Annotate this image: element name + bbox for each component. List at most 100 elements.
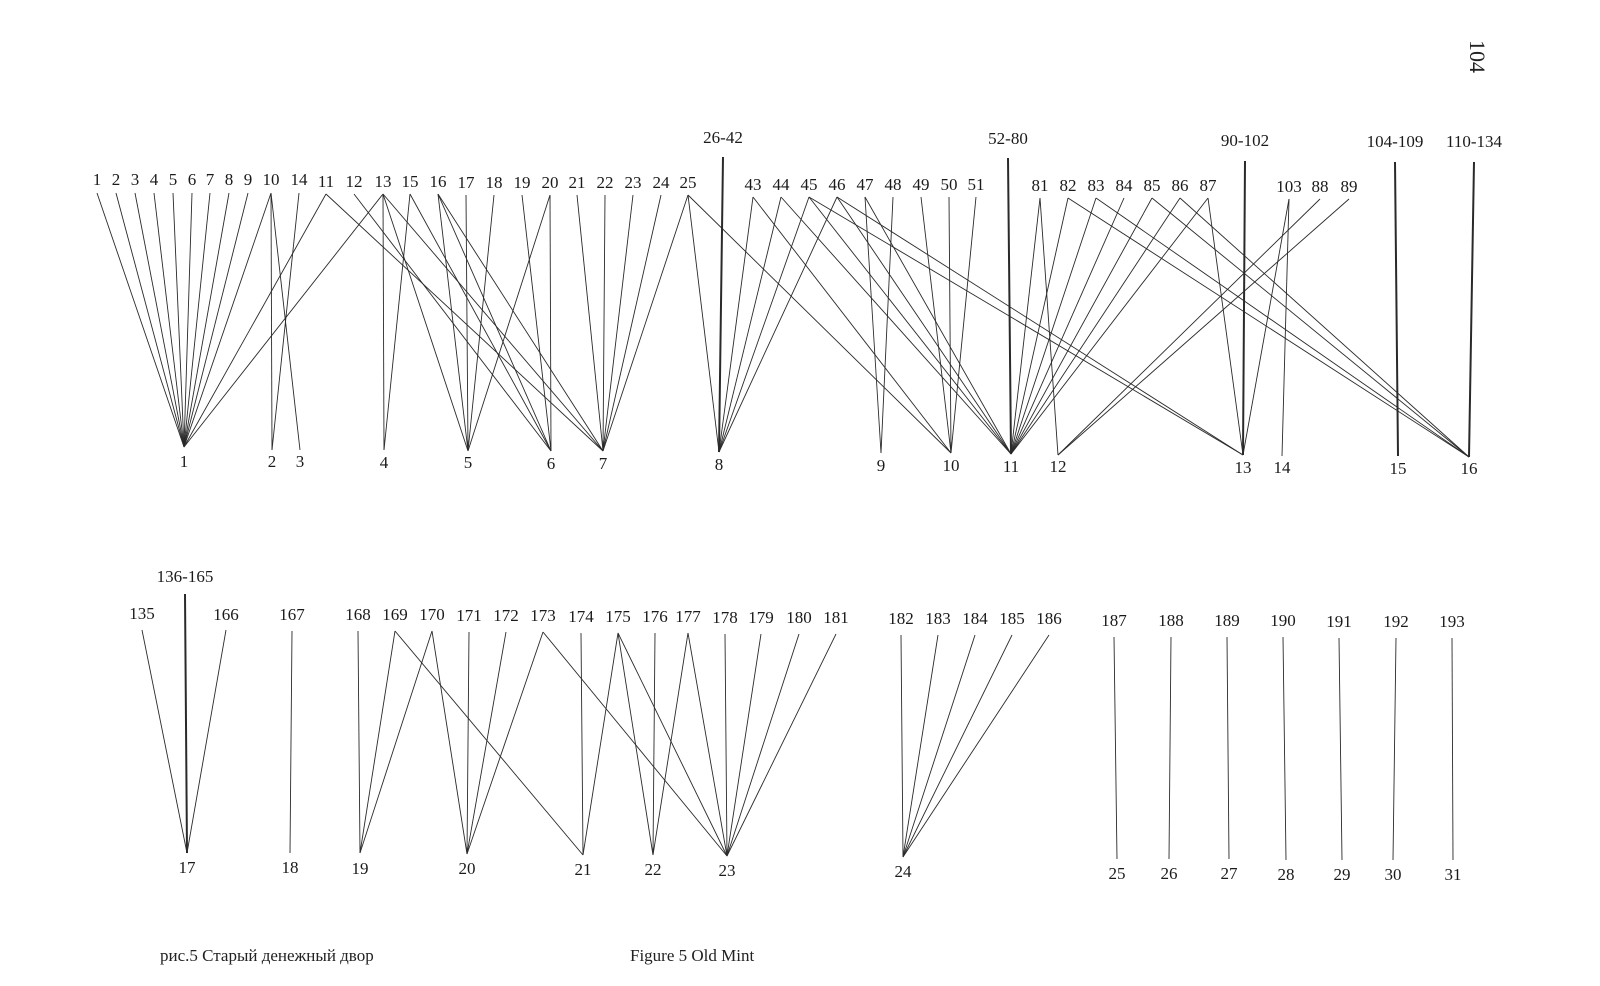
- page-number: 104: [1465, 40, 1490, 73]
- link-line: [687, 194, 720, 453]
- link-line: [1057, 198, 1350, 456]
- die-label: 21: [569, 173, 586, 192]
- link-line: [1067, 197, 1470, 458]
- link-line: [1151, 197, 1470, 458]
- die-label: 6: [188, 170, 197, 189]
- link-line: [134, 192, 185, 448]
- die-label: 18: [486, 173, 503, 192]
- link-line: [1179, 197, 1470, 458]
- die-label: 20: [542, 173, 559, 192]
- link-line: [172, 192, 185, 448]
- link-line: [1010, 197, 1209, 455]
- coin-label: 7: [599, 454, 608, 473]
- link-line: [466, 631, 544, 855]
- die-label: 5: [169, 170, 178, 189]
- die-label: 1: [93, 170, 102, 189]
- link-line: [383, 193, 411, 451]
- link-line: [652, 632, 689, 856]
- coin-label: 16: [1461, 459, 1478, 478]
- link-line: [96, 192, 185, 448]
- link-line: [382, 193, 385, 451]
- coin-label: 6: [547, 454, 556, 473]
- die-label: 83: [1088, 176, 1105, 195]
- link-line: [409, 193, 552, 452]
- coin-label: 18: [282, 858, 299, 877]
- coin-label: 14: [1274, 458, 1292, 477]
- die-label: 176: [642, 607, 668, 626]
- die-label: 191: [1326, 612, 1352, 631]
- die-label: 174: [568, 607, 594, 626]
- link-line: [466, 631, 507, 855]
- die-label: 186: [1036, 609, 1062, 628]
- link-line: [724, 633, 728, 857]
- coin-label: 23: [719, 861, 736, 880]
- die-label: 43: [745, 175, 762, 194]
- link-line: [902, 634, 976, 858]
- link-line: [325, 193, 604, 452]
- die-label: 104-109: [1367, 132, 1424, 151]
- link-line: [687, 632, 728, 857]
- link-line: [652, 632, 656, 856]
- coin-label: 17: [179, 858, 197, 877]
- link-line: [726, 633, 837, 857]
- coin-label: 19: [352, 859, 369, 878]
- link-line: [183, 192, 249, 448]
- link-line: [153, 192, 185, 448]
- link-line: [466, 631, 470, 855]
- link-line: [183, 192, 230, 448]
- link-line: [467, 194, 551, 452]
- figure-caption-en: Figure 5 Old Mint: [630, 946, 755, 965]
- coin-label: 25: [1109, 864, 1126, 883]
- die-label: 169: [382, 605, 408, 624]
- link-line: [808, 196, 1244, 456]
- coin-label: 31: [1445, 865, 1462, 884]
- link-line: [1095, 197, 1470, 458]
- link-line: [1168, 636, 1172, 860]
- die-label: 86: [1172, 176, 1189, 195]
- link-line: [920, 196, 952, 454]
- link-line: [359, 630, 396, 854]
- die-label: 82: [1060, 176, 1077, 195]
- link-line: [718, 196, 838, 453]
- link-line: [382, 193, 604, 452]
- link-line: [1010, 197, 1041, 455]
- link-line: [270, 192, 273, 451]
- link-line: [617, 632, 654, 856]
- link-line: [437, 193, 552, 452]
- link-line: [357, 630, 361, 854]
- die-label: 46: [829, 175, 846, 194]
- link-line: [359, 630, 433, 854]
- link-line: [1226, 636, 1230, 860]
- coin-label: 1: [180, 452, 189, 471]
- link-line: [183, 193, 384, 448]
- link-line: [382, 193, 469, 452]
- link-line: [602, 194, 634, 452]
- die-label: 17: [458, 173, 476, 192]
- link-line: [1113, 636, 1118, 860]
- link-line: [950, 196, 977, 454]
- die-label: 189: [1214, 611, 1240, 630]
- die-label: 183: [925, 609, 951, 628]
- link-line: [1039, 197, 1059, 456]
- link-line: [115, 192, 185, 448]
- link-line: [431, 630, 468, 855]
- die-label: 110-134: [1446, 132, 1503, 151]
- coin-label: 27: [1221, 864, 1239, 883]
- link-line: [1281, 198, 1290, 457]
- die-label: 177: [675, 607, 701, 626]
- link-line: [289, 630, 293, 854]
- link-line: [467, 194, 495, 452]
- link-line: [465, 194, 469, 452]
- link-line: [183, 192, 272, 448]
- die-label: 192: [1383, 612, 1409, 631]
- link-line: [780, 196, 1012, 455]
- coin-label: 8: [715, 455, 724, 474]
- die-label: 7: [206, 170, 215, 189]
- link-line: [183, 193, 327, 448]
- die-label: 135: [129, 604, 155, 623]
- die-label: 4: [150, 170, 159, 189]
- coin-label: 22: [645, 860, 662, 879]
- link-line: [602, 194, 689, 452]
